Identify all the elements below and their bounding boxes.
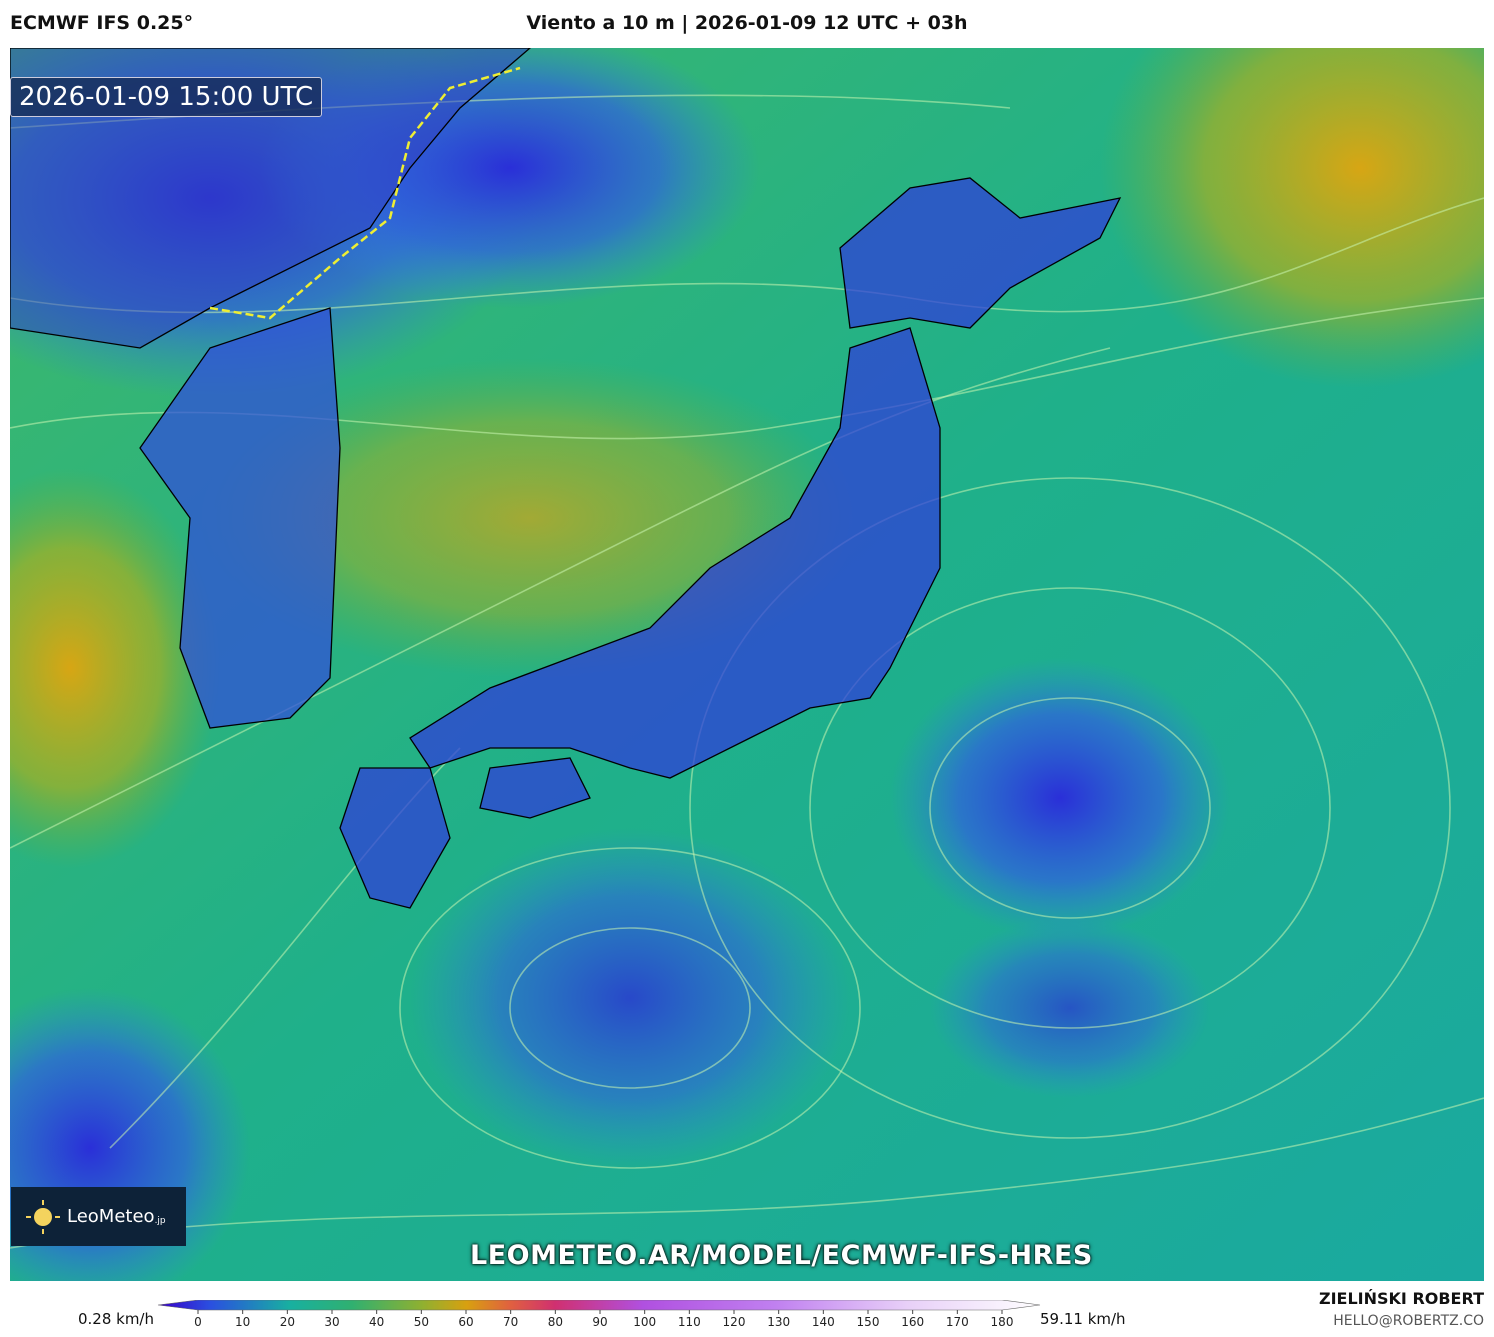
colorbar-tick-label: 80 bbox=[548, 1315, 563, 1329]
sun-icon bbox=[26, 1199, 60, 1234]
colorbar-tick-label: 30 bbox=[324, 1315, 339, 1329]
colorbar-tick-label: 40 bbox=[369, 1315, 384, 1329]
colorbar-tick-label: 50 bbox=[414, 1315, 429, 1329]
colorbar-tick-label: 170 bbox=[946, 1315, 969, 1329]
colorbar-tick-label: 150 bbox=[857, 1315, 880, 1329]
colorbar-tick-label: 70 bbox=[503, 1315, 518, 1329]
colorbar: 0 10 20 30 40 50 60 70 80 90 100 110 120 130 140 150 160… bbox=[157, 1300, 1041, 1329]
colorbar-ramp bbox=[157, 1300, 1041, 1311]
colorbar-tick-label: 130 bbox=[767, 1315, 790, 1329]
source-url: LEOMETEO.AR/MODEL/ECMWF-IFS-HRES bbox=[470, 1240, 1093, 1271]
colorbar-tick-label: 110 bbox=[678, 1315, 701, 1329]
credit-email: HELLO@ROBERTZ.CO bbox=[1333, 1313, 1484, 1329]
colorbar-tick-label: 60 bbox=[458, 1315, 473, 1329]
colorbar-tick-label: 0 bbox=[194, 1315, 202, 1329]
colorbar-tick-label: 20 bbox=[280, 1315, 295, 1329]
wind-map bbox=[10, 48, 1484, 1281]
colorbar-min: 0.28 km/h bbox=[77, 1310, 154, 1328]
logo: LeoMeteo .jp bbox=[11, 1187, 186, 1246]
colorbar-tick-label: 100 bbox=[633, 1315, 656, 1329]
colorbar-max: 59.11 km/h bbox=[1040, 1310, 1126, 1328]
model-name: ECMWF IFS 0.25° bbox=[10, 12, 194, 34]
colorbar-tick-label: 140 bbox=[812, 1315, 835, 1329]
colorbar-tick-label: 120 bbox=[723, 1315, 746, 1329]
timestamp: 2026-01-09 15:00 UTC bbox=[10, 77, 323, 117]
colorbar-tick-label: 90 bbox=[592, 1315, 607, 1329]
colorbar-tick-label: 160 bbox=[901, 1315, 924, 1329]
credit-name: ZIELIŃSKI ROBERT bbox=[1318, 1289, 1484, 1308]
map-title: Viento a 10 m | 2026-01-09 12 UTC + 03h bbox=[526, 12, 968, 34]
logo-text: LeoMeteo bbox=[67, 1206, 155, 1227]
colorbar-tick-label: 10 bbox=[235, 1315, 250, 1329]
colorbar-tick-label: 180 bbox=[991, 1315, 1014, 1329]
logo-suffix: .jp bbox=[154, 1215, 166, 1226]
